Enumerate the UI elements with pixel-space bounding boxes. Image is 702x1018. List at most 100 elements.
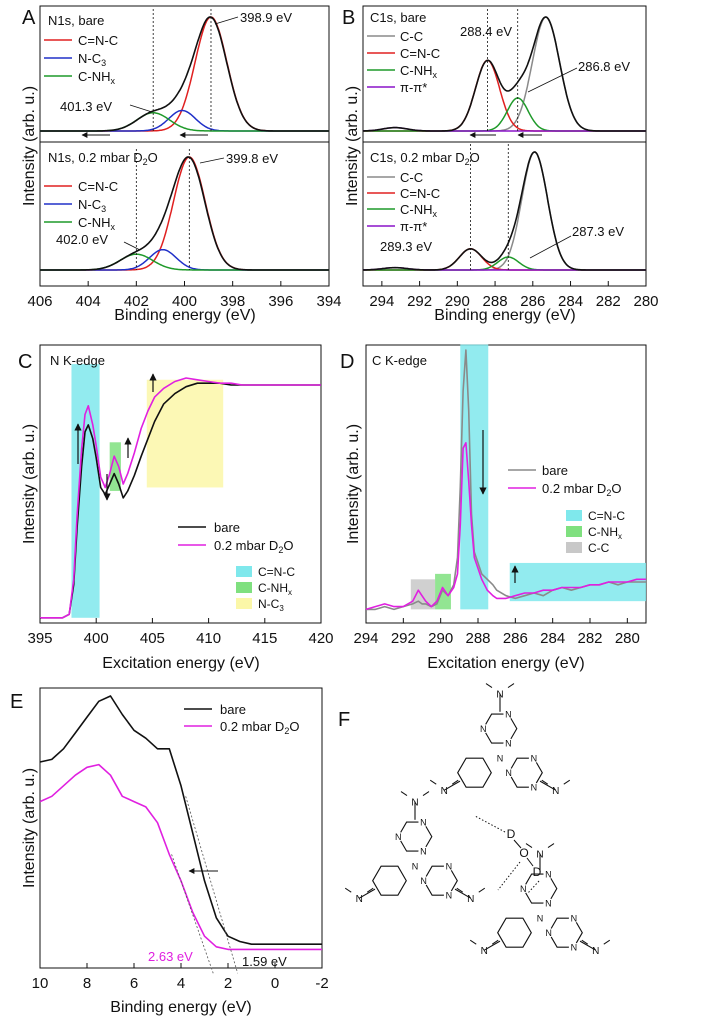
atom-n: N [545,928,552,938]
panel-a-top-title: N1s, bare [48,13,104,28]
legend-box-cnc-c [236,566,252,577]
bond [579,940,597,951]
legend-d2o-e: 0.2 mbar D2O [220,719,299,736]
highlight-c-c [410,579,436,610]
atom-bg [418,846,429,857]
methyl-stub [541,779,549,785]
methyl-stub [422,791,430,797]
series-0-2-mbar-d2o [365,442,646,611]
legend-cc-2: C-C [400,170,423,185]
atom-bg [568,942,579,953]
panel-a-bottom-title: N1s, 0.2 mbar D2O [48,150,158,167]
legend-cnc-2: C=N-C [78,179,118,194]
x-tick-label-394: 394 [316,293,341,310]
x-tick-label-420: 420 [308,630,333,647]
methyl-stub [451,779,459,785]
ring [457,757,492,788]
panel-c-frame [39,344,322,624]
panel-label-e: E [10,691,23,713]
panel-a-xlabel: Binding energy (eV) [114,307,255,324]
atom-n: N [531,783,538,793]
panel-e: E 10 8 6 4 2 0 -2 Binding energy (eV) Intensit… [10,687,329,1016]
methyl-stub [547,843,555,849]
ring [522,873,558,904]
atom-bg [543,869,554,880]
leader-401-3 [129,104,153,113]
panel-e-xlabel: Binding energy (eV) [110,999,251,1016]
leader-286-8 [527,67,578,93]
panel-e-x-ticks: 10 8 6 4 2 0 -2 [32,963,329,992]
panel-c-x-ticks: 395 400 405 410 415 420 [27,618,334,647]
atom-n: N [420,876,427,886]
annotation-401-3: 401.3 eV [60,99,112,114]
panel-b-top-legend: C-C C=N-C C-NHx π-π* [367,29,440,95]
methyl-stub [581,939,589,945]
atom-bg [543,898,554,909]
x-tick-label-398: 398 [220,293,245,310]
atom-bg [503,738,514,749]
envelope-curve [363,151,646,271]
highlight-c-n-c [460,344,489,610]
fit-c-nhx [40,253,329,271]
panel-label-c: C [18,351,32,373]
bond [454,888,472,899]
bond [443,780,461,791]
methyl-stub [478,887,486,893]
annotation-402-0: 402.0 eV [56,232,108,247]
panel-label-f: F [338,709,350,731]
panel-d-frame [365,344,647,624]
x-tick-label-280: 280 [633,293,658,310]
fit-n-c3 [40,248,329,271]
hydrogen-bond [527,880,540,894]
x-tick-label-406: 406 [27,293,52,310]
legend-box-nc3-c [236,598,252,609]
onset-line-d2o [171,854,214,974]
atom-bg [410,861,420,871]
x-tick-label-2: 2 [224,975,232,992]
envelope-curve [363,16,646,132]
panel-b: B 294 292 290 288 286 284 282 280 Binding energ… [342,5,659,324]
atom-n: N [545,870,552,880]
atom-bg [443,861,454,872]
atom-n: N [505,768,512,778]
legend-cnhx-2: C-NHx [78,215,116,232]
atom-n: N [480,724,487,734]
panel-b-bottom-title: C1s, 0.2 mbar D2O [370,150,480,167]
x-tick-label-282: 282 [596,293,621,310]
methyl-stub [507,683,515,689]
panel-c-plot [40,364,321,619]
envelope-curve [40,16,329,132]
x-tick-label-290: 290 [445,293,470,310]
x-tick-label-4: 4 [177,975,185,992]
panel-a-x-ticks: 406 404 402 400 398 396 394 [27,281,342,310]
legend-cnhx-d: C-NHx [588,525,622,541]
ring [372,865,407,896]
atom-n: N [531,754,538,764]
ring [497,917,532,948]
atom-n: N [520,884,527,894]
legend-pipi-2: π-π* [400,219,427,234]
panel-b-bottom-legend: C-C C=N-C C-NHx π-π* [367,170,440,234]
panel-e-plot [39,695,322,974]
legend-cnc: C=N-C [78,33,118,48]
x-tick-label-402: 402 [124,293,149,310]
bond [358,888,376,899]
legend-cnhx-b2: C-NHx [400,202,438,219]
od-bond [526,857,534,867]
annotation-286-8: 286.8 eV [578,59,630,74]
panel-d-title: C K-edge [372,353,427,368]
panel-d-x-ticks: 294 292 290 288 286 284 282 280 [353,618,640,647]
atom-n-amine: N [411,798,418,809]
legend-pipi: π-π* [400,80,427,95]
leader-402-0 [123,241,141,251]
atom-bg [418,817,429,828]
panel-label-a: A [22,7,36,29]
x-tick-label-282: 282 [577,630,602,647]
legend-cnc-b2: C=N-C [400,186,440,201]
fit-c-nhx [40,112,329,132]
x-tick-label-286: 286 [503,630,528,647]
